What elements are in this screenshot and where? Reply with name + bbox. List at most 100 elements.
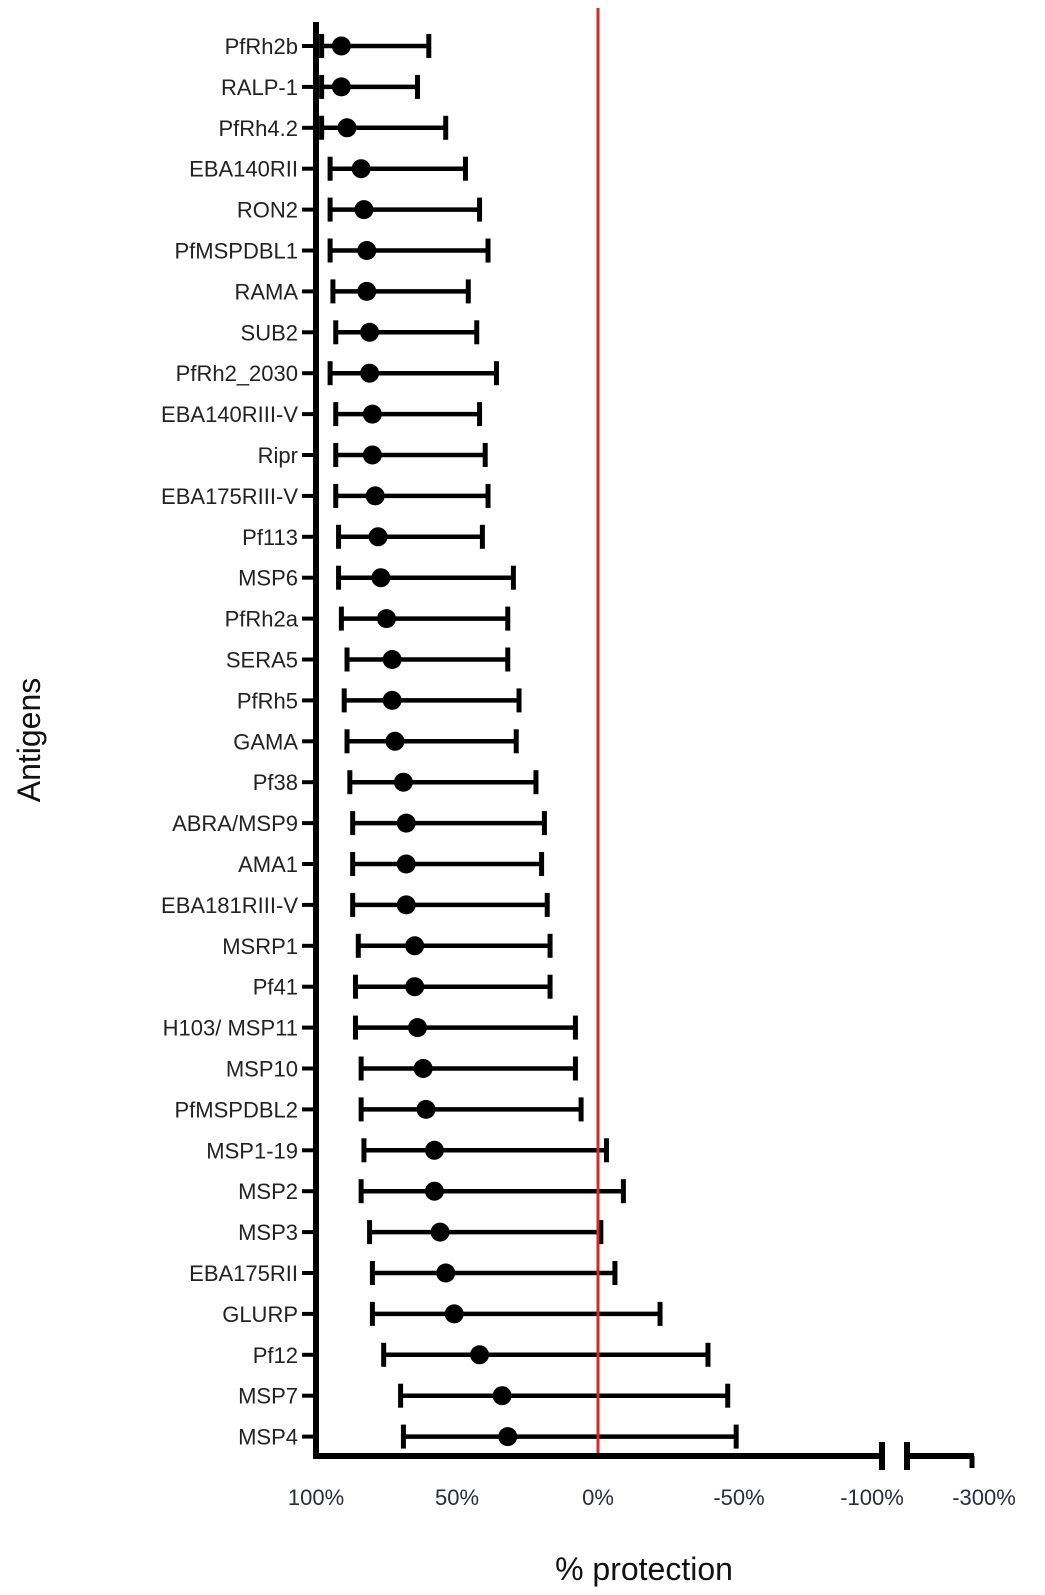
point-estimate (444, 1304, 464, 1324)
y-tick-label: MSP7 (238, 1384, 298, 1409)
x-tick-label: -50% (713, 1485, 764, 1510)
row-msp7: MSP7 (238, 1383, 731, 1409)
y-tick-label: RAMA (234, 279, 298, 304)
row-msp2: MSP2 (238, 1179, 626, 1204)
point-estimate (424, 1140, 444, 1160)
point-estimate (424, 1181, 444, 1201)
row-pf113: Pf113 (242, 524, 485, 550)
x-axis: 100% 50% 0% -50% -100% -300% (288, 1442, 1016, 1510)
y-tick-label: Pf41 (253, 975, 298, 1000)
row-sera5: SERA5 (226, 647, 511, 673)
point-estimate (362, 404, 382, 424)
y-tick-label: Pf38 (253, 770, 298, 795)
point-estimate (498, 1427, 518, 1447)
row-eba175riii-v: EBA175RIII-V (161, 483, 491, 509)
y-tick-label: PfRh2_2030 (176, 361, 298, 386)
row-rama: RAMA (234, 279, 471, 304)
y-tick-label: GAMA (233, 729, 298, 754)
row-ron2: RON2 (237, 197, 483, 223)
row-sub2: SUB2 (241, 320, 480, 345)
point-estimate (360, 322, 380, 342)
y-tick-label: PfRh2a (225, 607, 299, 632)
y-tick-label: MSRP1 (222, 934, 298, 959)
row-msrp1: MSRP1 (222, 933, 553, 959)
row-pfmspdbl2: PfMSPDBL2 (175, 1097, 584, 1122)
y-tick-label: Pf12 (253, 1343, 298, 1368)
x-tick-label: 100% (288, 1485, 344, 1510)
row-ralp-1: RALP-1 (221, 74, 421, 100)
y-tick-label: PfMSPDBL2 (175, 1097, 299, 1122)
row-msp1-19: MSP1-19 (206, 1138, 609, 1163)
y-tick-label: MSP2 (238, 1179, 298, 1204)
row-msp4: MSP4 (238, 1424, 739, 1450)
x-tick-label: 0% (582, 1485, 614, 1510)
point-estimate (408, 1018, 428, 1038)
row-eba181riii-v: EBA181RIII-V (161, 892, 550, 918)
point-estimate (436, 1263, 456, 1283)
point-estimate (470, 1345, 490, 1365)
row-pfrh2b: PfRh2b (225, 34, 432, 59)
point-estimate (365, 486, 385, 506)
point-estimate (368, 527, 388, 547)
y-tick-label: EBA140RII (189, 157, 298, 182)
y-tick-label: MSP3 (238, 1220, 298, 1245)
y-tick-label: RON2 (237, 198, 298, 223)
y-tick-label: SUB2 (241, 320, 298, 345)
row-pfrh2-2030: PfRh2_2030 (176, 361, 499, 386)
row-msp10: MSP10 (226, 1056, 578, 1082)
point-estimate (362, 445, 382, 465)
row-ama1: AMA1 (238, 852, 545, 877)
point-estimate (331, 36, 351, 56)
point-estimate (337, 118, 357, 138)
point-estimate (492, 1386, 512, 1406)
y-tick-label: EBA181RIII-V (161, 893, 298, 918)
point-estimate (382, 690, 402, 710)
row-h103-msp11: H103/ MSP11 (163, 1015, 578, 1041)
point-estimate (360, 363, 380, 383)
y-tick-label: AMA1 (238, 852, 298, 877)
point-estimate (396, 854, 416, 874)
y-tick-label: MSP10 (226, 1057, 298, 1082)
row-pfrh5: PfRh5 (237, 688, 522, 713)
y-tick-label: Ripr (258, 443, 298, 468)
point-estimate (393, 772, 413, 792)
point-estimate (430, 1222, 450, 1242)
point-estimate (371, 568, 391, 588)
y-tick-label: SERA5 (226, 648, 298, 673)
row-eba140riii-v: EBA140RIII-V (161, 402, 483, 427)
point-estimate (405, 936, 425, 956)
row-pfrh2a: PfRh2a (225, 606, 511, 632)
y-tick-label: MSP4 (238, 1425, 298, 1450)
point-estimate (357, 241, 377, 260)
x-tick-label: -300% (952, 1485, 1016, 1510)
point-estimate (357, 281, 377, 301)
row-pf41: Pf41 (253, 974, 553, 1000)
row-ripr: Ripr (258, 443, 488, 468)
row-eba175rii: EBA175RII (189, 1261, 618, 1286)
x-axis-title: % protection (555, 1551, 733, 1587)
point-estimate (377, 609, 396, 629)
y-tick-label: EBA175RII (189, 1261, 298, 1286)
y-tick-label: H103/ MSP11 (163, 1016, 298, 1041)
row-msp6: MSP6 (238, 565, 516, 591)
y-tick-label: PfRh4.2 (219, 116, 299, 141)
row-pfmspdbl1: PfMSPDBL1 (175, 238, 491, 264)
point-estimate (382, 650, 402, 669)
rows-layer: PfRh2b RALP-1 PfRh4.2 EBA140RII RON2 PfMSPDBL… (161, 34, 739, 1450)
y-tick-label: EBA175RIII-V (161, 484, 298, 509)
point-estimate (396, 813, 416, 833)
y-axis-title: Antigens (11, 678, 47, 803)
y-tick-label: PfMSPDBL1 (175, 239, 299, 264)
point-estimate (385, 731, 405, 751)
x-tick-label: 50% (435, 1485, 479, 1510)
point-estimate (413, 1059, 433, 1078)
row-abra-msp9: ABRA/MSP9 (172, 811, 547, 836)
row-msp3: MSP3 (238, 1220, 604, 1245)
point-estimate (405, 977, 425, 997)
row-pfrh4-2: PfRh4.2 (219, 115, 449, 141)
row-pf38: Pf38 (253, 770, 539, 795)
row-gama: GAMA (233, 729, 519, 754)
y-tick-label: MSP1-19 (206, 1138, 298, 1163)
y-tick-label: PfRh2b (225, 34, 298, 59)
